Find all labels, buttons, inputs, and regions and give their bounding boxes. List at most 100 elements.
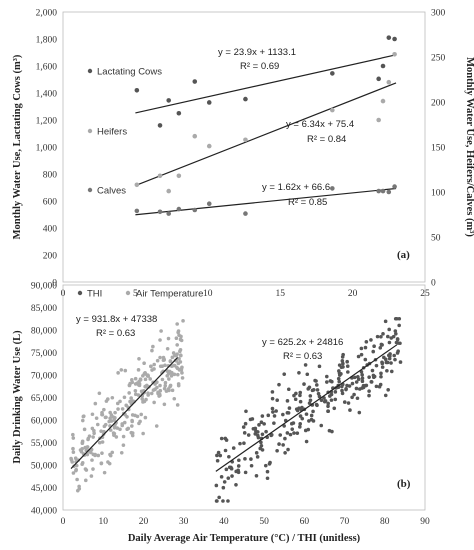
point-air-temperature bbox=[80, 418, 85, 423]
a-y-tick-label: 800 bbox=[43, 171, 58, 181]
point-air-temperature bbox=[167, 377, 171, 381]
point-thi bbox=[355, 396, 360, 401]
point-air-temperature bbox=[180, 371, 184, 375]
point-thi bbox=[360, 376, 365, 381]
point-thi bbox=[243, 470, 248, 475]
point-thi bbox=[246, 433, 251, 437]
point-air-temperature bbox=[108, 416, 112, 421]
a-x-tick-label: 20 bbox=[348, 289, 358, 299]
point-thi bbox=[346, 370, 350, 374]
point-thi bbox=[285, 431, 290, 435]
point-thi bbox=[302, 382, 306, 386]
point-lactating-cows bbox=[192, 79, 198, 84]
point-air-temperature bbox=[165, 373, 170, 378]
point-air-temperature bbox=[130, 433, 135, 438]
point-air-temperature bbox=[80, 440, 85, 445]
a-x-tick-label: 15 bbox=[275, 289, 285, 299]
point-thi bbox=[394, 340, 399, 345]
point-air-temperature bbox=[167, 370, 172, 375]
a-y-tick-label: 1,000 bbox=[36, 144, 58, 154]
point-thi bbox=[293, 397, 298, 402]
point-air-temperature bbox=[113, 415, 117, 420]
point-thi bbox=[336, 376, 341, 381]
b-x-tick-label: 70 bbox=[340, 517, 350, 527]
point-thi bbox=[395, 337, 400, 342]
point-air-temperature bbox=[90, 412, 95, 417]
point-thi bbox=[326, 401, 330, 406]
point-air-temperature bbox=[91, 435, 95, 439]
point-air-temperature bbox=[156, 391, 160, 396]
calves-equation: y = 1.62x + 66.6 bbox=[262, 182, 330, 193]
point-thi bbox=[392, 353, 397, 358]
point-air-temperature bbox=[127, 391, 131, 395]
panel-a-label: (a) bbox=[397, 249, 410, 261]
a-y2-tick-label: 50 bbox=[431, 234, 441, 244]
point-thi bbox=[306, 387, 311, 391]
point-lactating-cows bbox=[206, 100, 212, 105]
point-air-temperature bbox=[149, 364, 153, 369]
point-air-temperature bbox=[165, 346, 170, 351]
point-thi bbox=[250, 417, 255, 421]
point-thi bbox=[396, 349, 400, 353]
point-air-temperature bbox=[104, 399, 109, 403]
point-thi bbox=[234, 482, 238, 487]
point-thi bbox=[323, 399, 328, 403]
point-air-temperature bbox=[121, 443, 126, 447]
point-thi bbox=[298, 414, 303, 418]
b-x-tick-label: 50 bbox=[259, 517, 269, 527]
point-air-temperature bbox=[158, 364, 163, 369]
point-thi bbox=[357, 387, 362, 391]
point-air-temperature bbox=[95, 422, 100, 427]
a-y-tick-label: 1,200 bbox=[36, 117, 58, 127]
point-thi bbox=[298, 399, 303, 404]
panel-b-label: (b) bbox=[397, 478, 411, 490]
point-thi bbox=[307, 401, 312, 405]
b-x-tick-label: 40 bbox=[219, 517, 229, 527]
point-heifers bbox=[330, 107, 335, 113]
point-air-temperature bbox=[108, 428, 113, 432]
point-lactating-cows bbox=[386, 35, 392, 40]
point-air-temperature bbox=[102, 407, 106, 412]
point-thi bbox=[221, 485, 226, 490]
point-air-temperature bbox=[141, 431, 145, 436]
point-air-temperature bbox=[118, 427, 122, 432]
point-air-temperature bbox=[73, 456, 78, 461]
point-thi bbox=[397, 316, 402, 321]
point-thi bbox=[263, 463, 268, 468]
point-air-temperature bbox=[178, 348, 183, 352]
point-calves bbox=[330, 186, 335, 191]
point-thi bbox=[244, 409, 248, 414]
point-thi bbox=[393, 357, 397, 362]
point-air-temperature bbox=[162, 402, 167, 407]
point-thi bbox=[236, 464, 241, 468]
legend-air-temperature-marker bbox=[125, 290, 131, 296]
point-thi bbox=[329, 392, 334, 397]
point-thi bbox=[283, 450, 287, 455]
point-thi bbox=[372, 344, 376, 349]
point-thi bbox=[333, 397, 338, 402]
point-air-temperature bbox=[143, 377, 148, 382]
point-thi bbox=[378, 346, 383, 350]
point-air-temperature bbox=[71, 436, 76, 440]
point-thi bbox=[398, 360, 403, 364]
point-thi bbox=[274, 409, 278, 413]
point-thi bbox=[256, 433, 260, 438]
point-air-temperature bbox=[115, 401, 120, 406]
legend-thi: THI bbox=[87, 289, 102, 300]
lactating-cows-r2: R² = 0.69 bbox=[240, 61, 279, 72]
legend-calves: Calves bbox=[97, 186, 126, 197]
point-air-temperature bbox=[175, 372, 180, 377]
point-air-temperature bbox=[109, 419, 114, 423]
point-air-temperature bbox=[159, 329, 163, 333]
point-thi bbox=[219, 436, 224, 441]
point-air-temperature bbox=[180, 376, 185, 380]
point-thi bbox=[253, 432, 258, 436]
point-thi bbox=[367, 393, 371, 398]
point-air-temperature bbox=[133, 392, 138, 397]
point-thi bbox=[313, 378, 317, 383]
point-thi bbox=[354, 386, 359, 391]
panel-a-left-axis-ticks: 0 200 400 600 800 1,000 1,200 1,400 1,600 1,800 2,… bbox=[36, 9, 58, 289]
point-air-temperature bbox=[178, 337, 183, 342]
point-thi bbox=[219, 475, 224, 479]
point-thi bbox=[315, 388, 320, 392]
